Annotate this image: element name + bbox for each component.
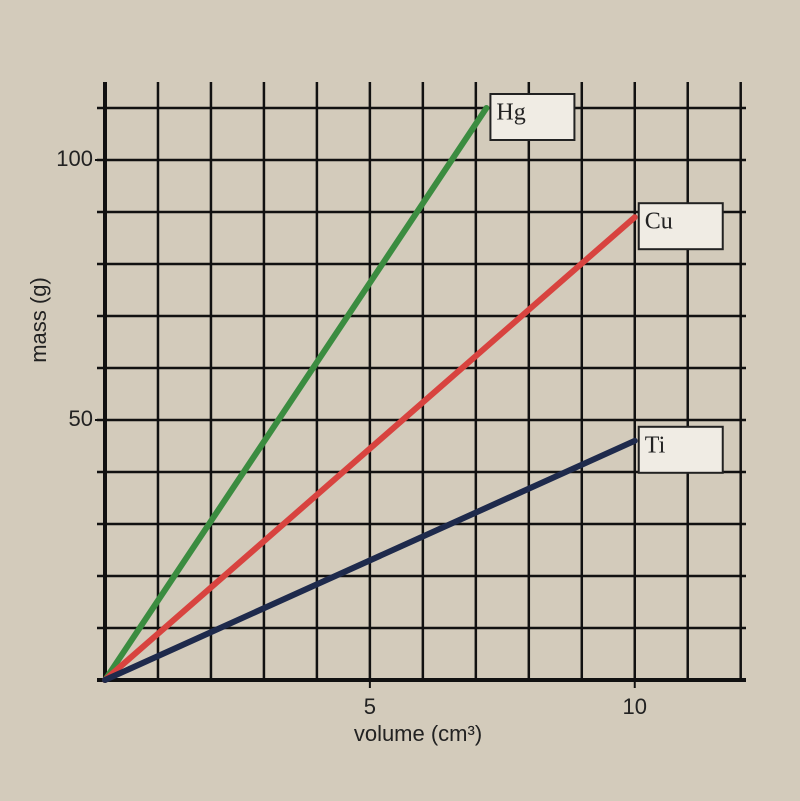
x-tick-label: 5 [364, 694, 376, 719]
label-box [489, 93, 576, 141]
series-label: Ti [645, 432, 666, 458]
series-line [102, 437, 638, 683]
series-label: Cu [645, 209, 673, 235]
y-axis-title: mass (g) [26, 277, 51, 363]
series-line [102, 214, 638, 683]
series-label: Hg [496, 100, 525, 126]
x-axis-title: volume (cm³) [354, 721, 482, 746]
label-box [637, 202, 724, 251]
y-tick-label: 100 [56, 146, 93, 171]
x-tick-label: 10 [623, 694, 647, 719]
y-tick-label: 50 [69, 406, 93, 431]
series-line [102, 105, 490, 683]
label-box [637, 425, 724, 474]
